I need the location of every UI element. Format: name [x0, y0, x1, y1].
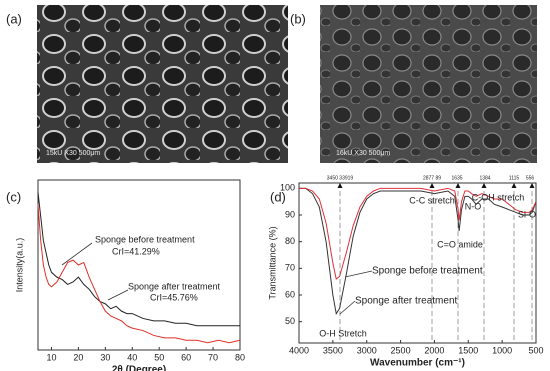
- x-tick-label: 3500: [323, 345, 343, 355]
- x-tick-label: 2000: [424, 345, 444, 355]
- x-tick-label: 3000: [357, 345, 377, 355]
- annotation: O-H Stretch: [319, 328, 367, 338]
- annotation: 2877 89: [423, 175, 441, 181]
- series-line: [299, 187, 537, 280]
- sem-image-a: [37, 5, 288, 163]
- x-axis-label: Wavenumber (cm⁻¹): [370, 358, 465, 369]
- series-label: Sponge after treatment: [355, 296, 458, 307]
- x-tick-label: 1500: [458, 345, 478, 355]
- panel-label: (c): [6, 189, 21, 204]
- y-tick-label: 100: [280, 183, 295, 193]
- annotation: C=O amide: [437, 239, 483, 249]
- x-tick-label: 1000: [492, 345, 512, 355]
- y-tick-label: 70: [285, 263, 295, 273]
- annotation: N-O: [465, 201, 482, 211]
- annotation: CrI=45.76%: [150, 292, 198, 302]
- annotation: 1635: [451, 175, 462, 181]
- y-tick-label: 80: [285, 236, 295, 246]
- y-tick-label: 60: [285, 289, 295, 299]
- y-axis-label: Intensity(a.u.): [14, 238, 24, 293]
- annotation: CrI=41.29%: [112, 246, 160, 256]
- y-tick-label: 50: [285, 316, 295, 326]
- series-line: [37, 204, 241, 344]
- panel-label: (b): [290, 11, 306, 26]
- peak-marker: [455, 183, 461, 188]
- x-tick-label: 2500: [391, 345, 411, 355]
- x-tick-label: 50: [154, 352, 164, 362]
- sem-image-b: [320, 5, 537, 163]
- plot-frame: [298, 182, 537, 344]
- annotation: 1115: [509, 175, 520, 181]
- arrow: [107, 289, 129, 301]
- x-tick-label: 30: [100, 352, 110, 362]
- peak-marker: [511, 183, 517, 188]
- series-line: [299, 187, 537, 316]
- annotation: 1384: [479, 175, 490, 181]
- sem-caption: 16kU X30 500μm: [336, 150, 390, 157]
- peak-marker: [529, 183, 535, 188]
- annotation: Si-O: [518, 209, 536, 219]
- y-tick-label: 90: [285, 209, 295, 219]
- annotation: 556: [526, 175, 535, 181]
- panel-label: (a): [6, 11, 22, 26]
- peak-marker: [429, 183, 435, 188]
- x-tick-label: 70: [208, 352, 218, 362]
- series-label: Sponge before treatment: [95, 234, 195, 244]
- x-tick-label: 60: [181, 352, 191, 362]
- x-axis-label: 2θ (Degree): [112, 365, 166, 371]
- plot-frame: [37, 179, 241, 351]
- arrow: [339, 300, 356, 315]
- annotation: C-C stretch: [409, 195, 455, 205]
- x-tick-label: 20: [73, 352, 83, 362]
- panel-label: (d): [270, 189, 286, 204]
- annotation: 3450 33919: [327, 175, 354, 181]
- x-tick-label: 10: [46, 352, 56, 362]
- series-line: [37, 192, 240, 327]
- sem-caption: 15kU X30 500μm: [46, 150, 100, 157]
- x-tick-label: 40: [127, 352, 137, 362]
- peak-marker: [481, 183, 487, 188]
- arrow: [344, 270, 373, 278]
- series-label: Sponge before treatment: [372, 266, 483, 277]
- series-label: Sponge after treatment: [128, 281, 221, 291]
- annotation: C-OH stretch: [472, 192, 525, 202]
- arrow: [61, 242, 93, 266]
- peak-marker: [337, 183, 343, 188]
- x-tick-label: 80: [235, 352, 245, 362]
- x-tick-label: 500: [528, 345, 543, 355]
- y-axis-label: Transmittance (%): [267, 226, 277, 299]
- x-tick-label: 4000: [289, 345, 309, 355]
